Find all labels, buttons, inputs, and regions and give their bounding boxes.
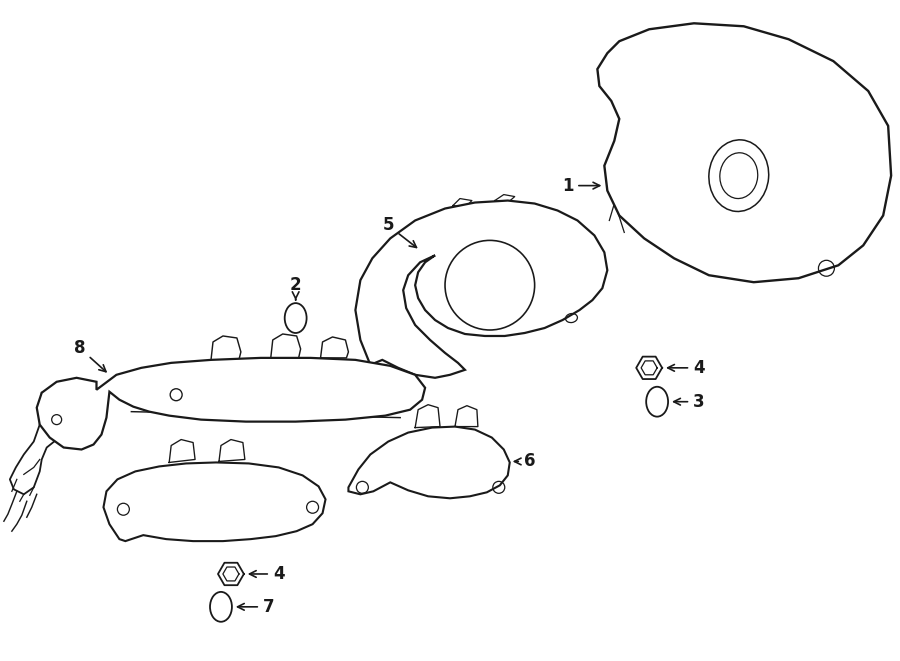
Circle shape	[291, 308, 301, 317]
Ellipse shape	[646, 387, 668, 416]
Circle shape	[652, 392, 662, 401]
Polygon shape	[37, 358, 425, 449]
Text: 5: 5	[382, 216, 417, 247]
Text: 6: 6	[515, 452, 536, 471]
Text: 4: 4	[668, 359, 705, 377]
Text: 1: 1	[562, 176, 599, 194]
Polygon shape	[598, 23, 891, 282]
Ellipse shape	[210, 592, 232, 622]
Polygon shape	[348, 426, 509, 498]
Text: 8: 8	[74, 339, 106, 371]
Polygon shape	[356, 200, 608, 378]
Polygon shape	[104, 463, 326, 541]
Text: 4: 4	[249, 565, 284, 583]
Text: 2: 2	[290, 276, 302, 300]
Text: 3: 3	[674, 393, 705, 410]
Text: 7: 7	[238, 598, 274, 616]
Ellipse shape	[284, 303, 307, 333]
Circle shape	[216, 597, 226, 606]
